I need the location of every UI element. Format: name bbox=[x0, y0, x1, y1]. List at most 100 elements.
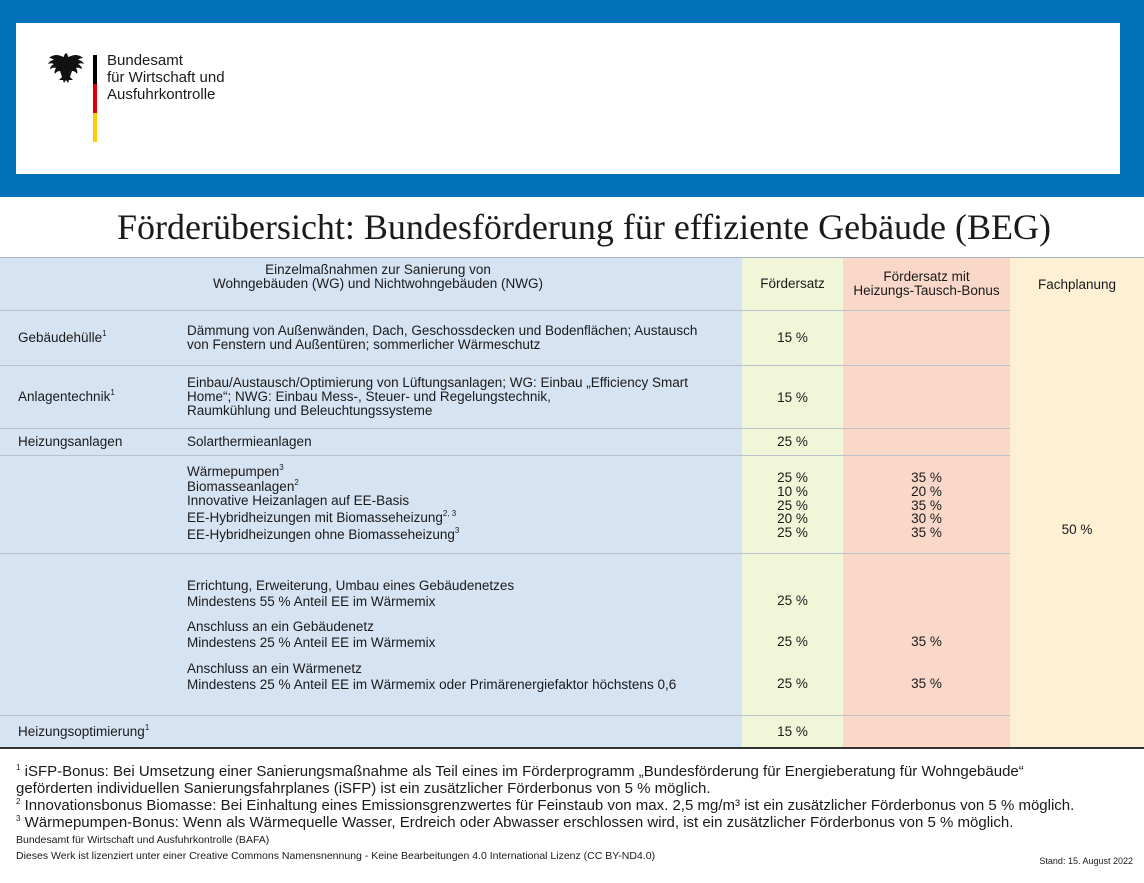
col-measures bbox=[0, 257, 742, 748]
footnote-mark: 2 bbox=[16, 797, 21, 806]
table-bottom-border bbox=[0, 747, 1144, 749]
measure-text: Anschluss an ein Gebäudenetz bbox=[187, 619, 374, 634]
bonus-rate: 35 % bbox=[911, 470, 942, 485]
measure-line: Mindestens 25 % Anteil EE im Wärmemix od… bbox=[187, 677, 676, 693]
measure-text: Mindestens 25 % Anteil EE im Wärmemix od… bbox=[187, 676, 677, 692]
measure-line: Mindestens 25 % Anteil EE im Wärmemix bbox=[187, 635, 435, 651]
title: Förderübersicht: Bundesförderung für eff… bbox=[116, 207, 1051, 247]
measure: Biomasseanlagen2 bbox=[187, 478, 299, 494]
measure: Innovative Heizanlagen auf EE-Basis bbox=[187, 494, 409, 508]
measure-text: EE-Hybridheizungen mit Biomasseheizung bbox=[187, 510, 443, 525]
row-label-text: Gebäudehülle bbox=[18, 330, 103, 345]
measure-line: Einbau/Austausch/Optimierung von Lüftung… bbox=[187, 376, 688, 390]
bonus-rate: 35 % bbox=[911, 634, 942, 649]
rate: 15 % bbox=[777, 724, 808, 739]
rate: 10 % bbox=[777, 483, 808, 499]
footnote-ref: 1 bbox=[144, 723, 150, 732]
row-divider bbox=[0, 310, 1010, 311]
footnote-text: Wärmepumpen-Bonus: Wenn als Wärmequelle … bbox=[24, 814, 1014, 831]
row-label: Heizungsanlagen bbox=[18, 434, 122, 450]
logo-line: Bundesamt bbox=[107, 52, 183, 69]
footnote-ref: 2 bbox=[294, 478, 299, 487]
measure-line: Innovative Heizanlagen auf EE-Basis bbox=[187, 494, 409, 508]
row-label-text: Anlagentechnik bbox=[18, 389, 111, 404]
header-line: Heizungs-Tausch-Bonus bbox=[853, 283, 1000, 298]
measure-text: Raumkühlung und Beleuchtungssysteme bbox=[187, 403, 433, 418]
rate: 15 % bbox=[777, 330, 808, 345]
header-measures: Einzelmaßnahmen zur Sanierung von Wohnge… bbox=[0, 263, 742, 291]
footnote-ref: 1 bbox=[110, 388, 115, 397]
footnote-line: 3 Wärmepumpen-Bonus: Wenn als Wärmequell… bbox=[16, 814, 1074, 831]
measure-line: Wärmepumpen3 bbox=[187, 464, 284, 479]
row-label-text: Heizungsanlagen bbox=[18, 434, 123, 449]
footnote-line: 1 iSFP-Bonus: Bei Umsetzung einer Sanier… bbox=[16, 763, 1074, 780]
footnote-mark: 1 bbox=[16, 763, 21, 772]
footnote-line: geförderten individuellen Sanierungsfahr… bbox=[16, 780, 1074, 797]
footnote-text: iSFP-Bonus: Bei Umsetzung einer Sanierun… bbox=[24, 763, 1024, 780]
rate: 25 % bbox=[777, 593, 808, 608]
table-top-border bbox=[0, 257, 1144, 258]
measure-text: EE-Hybridheizungen ohne Biomasseheizung bbox=[187, 527, 455, 542]
rate: 25 % bbox=[777, 434, 808, 449]
footnote-ref: 3 bbox=[454, 526, 460, 535]
rate: 25 % bbox=[777, 525, 808, 540]
measure-text: Dämmung von Außenwänden, Dach, Geschossd… bbox=[187, 323, 698, 338]
col-bonus bbox=[843, 257, 1010, 748]
measure: EE-Hybridheizungen mit Biomasseheizung2,… bbox=[187, 509, 457, 525]
footnote-ref: 1 bbox=[102, 329, 107, 338]
logo-bar-black bbox=[93, 55, 97, 84]
credits: Bundesamt für Wirtschaft und Ausfuhrkont… bbox=[16, 832, 655, 864]
bonus-rate: 35 % bbox=[911, 676, 942, 691]
measure-line: Home“; NWG: Einbau Mess-, Steuer- und Re… bbox=[187, 390, 688, 404]
logo-text: Bundesamt für Wirtschaft und Ausfuhrkontro… bbox=[107, 52, 225, 103]
rate: 25 % bbox=[777, 634, 808, 649]
measure: Wärmepumpen3 bbox=[187, 464, 284, 479]
measure-text: Mindestens 55 % Anteil EE im Wärmemix bbox=[187, 593, 436, 609]
footnote-ref: 2, 3 bbox=[442, 509, 457, 518]
measure: Errichtung, Erweiterung, Umbau eines Geb… bbox=[187, 578, 514, 609]
row-label-text: Heizungsoptimierung bbox=[18, 724, 145, 739]
row-divider bbox=[0, 365, 1010, 366]
measure-line: Anschluss an ein Gebäudenetz bbox=[187, 619, 435, 635]
measure-text: Home“; NWG: Einbau Mess-, Steuer- und Re… bbox=[187, 389, 551, 404]
credit-line: Bundesamt für Wirtschaft und Ausfuhrkont… bbox=[16, 834, 270, 846]
measure-text: Innovative Heizanlagen auf EE-Basis bbox=[187, 493, 410, 508]
measure-line: EE-Hybridheizungen ohne Biomasseheizung3 bbox=[187, 526, 460, 542]
measure-line: Anschluss an ein Wärmenetz bbox=[187, 661, 676, 677]
measure: Dämmung von Außenwänden, Dach, Geschossd… bbox=[187, 324, 697, 352]
measure-text: Errichtung, Erweiterung, Umbau eines Geb… bbox=[187, 578, 515, 593]
col-rate bbox=[742, 257, 843, 748]
logo-eagle bbox=[48, 53, 84, 83]
row-divider bbox=[0, 428, 1010, 429]
table: Einzelmaßnahmen zur Sanierung von Wohnge… bbox=[0, 257, 1144, 749]
measure-text: Wärmepumpen bbox=[187, 464, 280, 479]
credit-line: Dieses Werk ist lizenziert unter einer C… bbox=[16, 850, 656, 862]
measure-text: Biomasseanlagen bbox=[187, 479, 295, 494]
rate: 20 % bbox=[777, 511, 808, 527]
footnote-text: geförderten individuellen Sanierungsfahr… bbox=[16, 780, 711, 797]
bonus-rate: 35 % bbox=[911, 497, 942, 513]
bonus-rate: 30 % bbox=[911, 511, 942, 527]
date: Stand: 15. August 2022 bbox=[1039, 856, 1133, 866]
rate: 25 % bbox=[777, 470, 808, 485]
logo-line: für Wirtschaft und bbox=[107, 69, 225, 86]
header-box bbox=[16, 23, 1120, 174]
rate: 25 % bbox=[777, 497, 808, 513]
measure-text: Einbau/Austausch/Optimierung von Lüftung… bbox=[187, 375, 689, 390]
row-label: Gebäudehülle1 bbox=[18, 330, 107, 346]
planning-rate: 50 % bbox=[1061, 522, 1093, 537]
row-divider bbox=[0, 455, 1010, 456]
header-bonus: Fördersatz mit Heizungs-Tausch-Bonus bbox=[843, 270, 1010, 298]
logo-bar-red bbox=[93, 84, 97, 113]
logo-line: Ausfuhrkontrolle bbox=[107, 86, 216, 103]
measure-text: Solarthermieanlagen bbox=[187, 434, 312, 449]
header-line: Wohngebäuden (WG) und Nichtwohngebäuden … bbox=[213, 276, 543, 291]
footnote: 2 Innovationsbonus Biomasse: Bei Einhalt… bbox=[16, 797, 1074, 814]
row-divider bbox=[0, 715, 1010, 716]
measure-text: Anschluss an ein Wärmenetz bbox=[187, 661, 362, 676]
col-planning bbox=[1010, 257, 1144, 748]
measure-line: Errichtung, Erweiterung, Umbau eines Geb… bbox=[187, 578, 514, 594]
measure-text: Mindestens 25 % Anteil EE im Wärmemix bbox=[187, 634, 436, 650]
footnotes: 1 iSFP-Bonus: Bei Umsetzung einer Sanier… bbox=[16, 763, 1074, 831]
